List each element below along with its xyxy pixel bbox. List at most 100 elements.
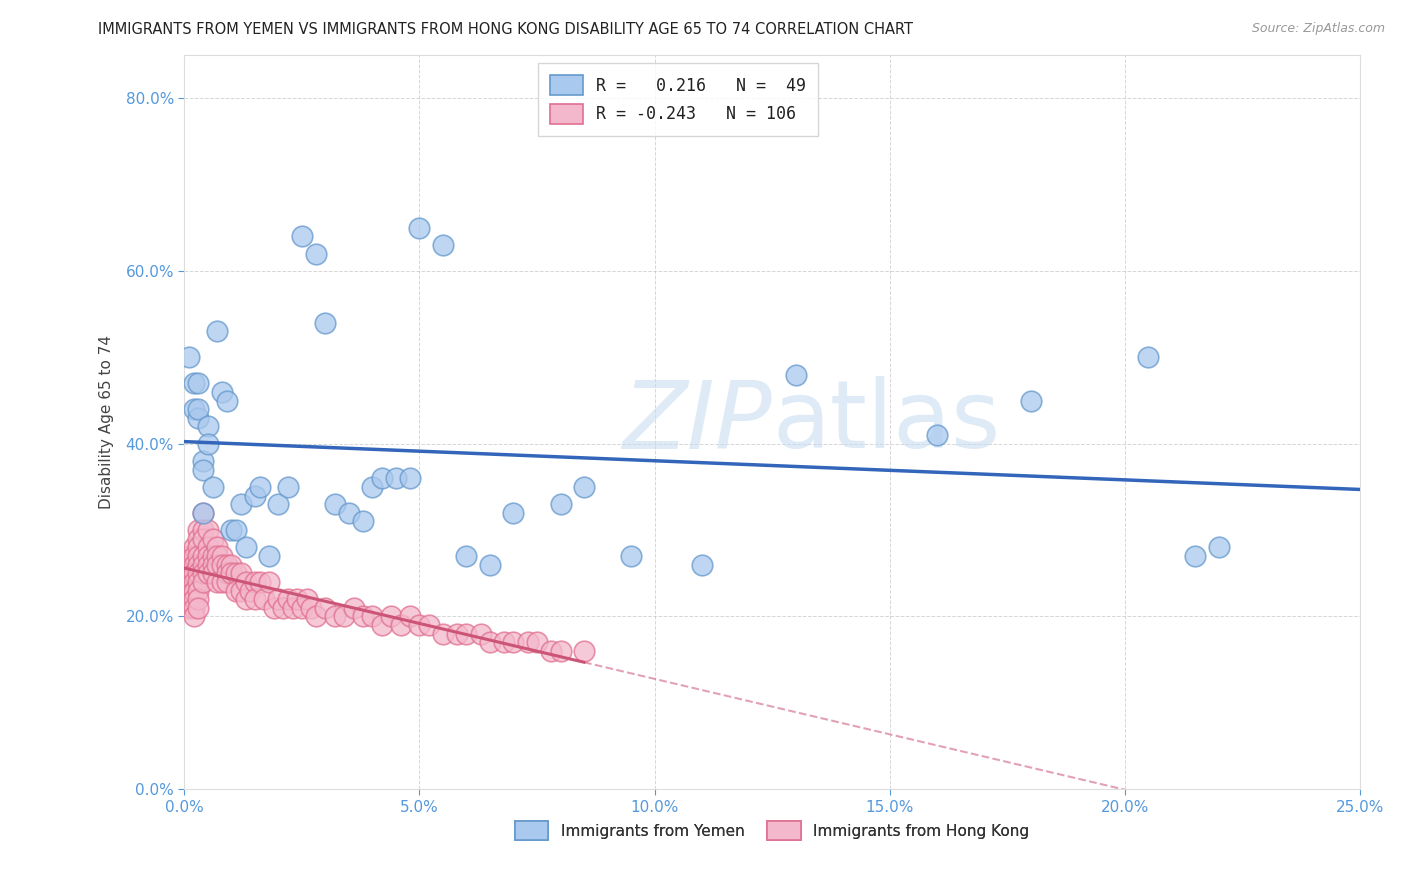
Point [193, 574, 215, 589]
Point [187, 558, 209, 572]
Point [494, 635, 516, 649]
Point [183, 609, 205, 624]
Point [478, 558, 501, 572]
Point [177, 583, 200, 598]
Point [201, 566, 224, 581]
Point [201, 558, 224, 572]
Point [215, 393, 238, 408]
Point [1019, 393, 1042, 408]
Point [177, 600, 200, 615]
Point [314, 316, 336, 330]
Point [177, 566, 200, 581]
Point [516, 635, 538, 649]
Point [183, 566, 205, 581]
Point [193, 549, 215, 563]
Point [291, 600, 314, 615]
Point [183, 541, 205, 555]
Point [211, 384, 233, 399]
Point [201, 549, 224, 563]
Point [183, 583, 205, 598]
Point [197, 523, 219, 537]
Point [253, 592, 276, 607]
Point [183, 583, 205, 598]
Point [925, 428, 948, 442]
Point [285, 592, 308, 607]
Point [408, 220, 430, 235]
Point [323, 609, 346, 624]
Point [502, 506, 524, 520]
Point [243, 574, 266, 589]
Point [193, 506, 215, 520]
Point [207, 574, 229, 589]
Point [470, 626, 492, 640]
Point [225, 566, 247, 581]
Point [243, 489, 266, 503]
Point [267, 592, 290, 607]
Point [193, 506, 215, 520]
Point [540, 644, 562, 658]
Text: atlas: atlas [772, 376, 1000, 468]
Point [193, 532, 215, 546]
Point [187, 600, 209, 615]
Point [183, 549, 205, 563]
Point [456, 626, 478, 640]
Point [277, 480, 299, 494]
Point [193, 454, 215, 468]
Point [221, 558, 243, 572]
Point [295, 592, 318, 607]
Point [249, 574, 271, 589]
Point [361, 609, 384, 624]
Point [187, 541, 209, 555]
Point [399, 471, 422, 485]
Point [183, 592, 205, 607]
Point [343, 600, 366, 615]
Point [193, 566, 215, 581]
Point [478, 635, 501, 649]
Point [572, 644, 595, 658]
Legend: Immigrants from Yemen, Immigrants from Hong Kong: Immigrants from Yemen, Immigrants from H… [508, 814, 1038, 847]
Point [249, 480, 271, 494]
Point [456, 549, 478, 563]
Point [690, 558, 713, 572]
Point [526, 635, 548, 649]
Point [257, 549, 280, 563]
Point [352, 609, 374, 624]
Point [177, 566, 200, 581]
Point [418, 618, 440, 632]
Point [207, 549, 229, 563]
Point [183, 558, 205, 572]
Point [197, 566, 219, 581]
Point [620, 549, 643, 563]
Point [371, 471, 394, 485]
Point [177, 583, 200, 598]
Text: Source: ZipAtlas.com: Source: ZipAtlas.com [1251, 22, 1385, 36]
Point [371, 618, 394, 632]
Point [211, 558, 233, 572]
Point [229, 566, 252, 581]
Point [221, 566, 243, 581]
Point [207, 325, 229, 339]
Point [187, 410, 209, 425]
Point [183, 376, 205, 391]
Point [197, 419, 219, 434]
Point [177, 351, 200, 365]
Point [215, 574, 238, 589]
Point [177, 574, 200, 589]
Point [432, 626, 454, 640]
Point [229, 583, 252, 598]
Point [187, 532, 209, 546]
Point [229, 497, 252, 511]
Point [187, 574, 209, 589]
Point [183, 600, 205, 615]
Point [197, 541, 219, 555]
Point [225, 583, 247, 598]
Point [187, 523, 209, 537]
Point [408, 618, 430, 632]
Point [277, 592, 299, 607]
Point [1208, 541, 1230, 555]
Point [197, 558, 219, 572]
Point [299, 600, 322, 615]
Point [502, 635, 524, 649]
Point [187, 549, 209, 563]
Point [257, 574, 280, 589]
